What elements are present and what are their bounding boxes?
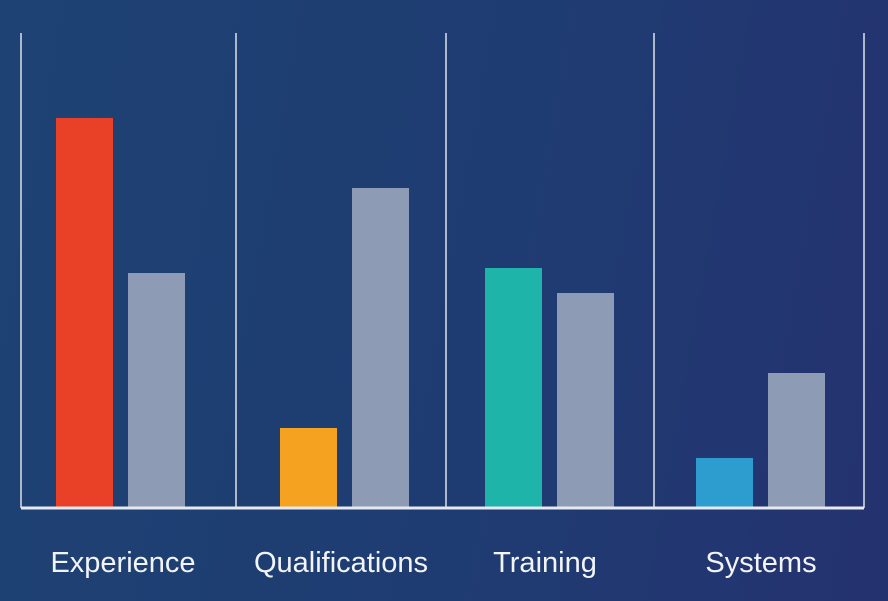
category-dividers bbox=[20, 33, 865, 508]
x-tick-labels: Experience Qualifications Training Syste… bbox=[50, 547, 816, 579]
bar-training-series-2 bbox=[557, 293, 614, 508]
bars bbox=[56, 118, 825, 508]
x-tick-label-qualifications: Qualifications bbox=[254, 547, 428, 579]
bar-experience-series-1 bbox=[56, 118, 113, 508]
x-tick-label-systems: Systems bbox=[705, 547, 816, 579]
bar-qualifications-series-2 bbox=[352, 188, 409, 508]
bar-experience-series-2 bbox=[128, 273, 185, 508]
bar-systems-series-1 bbox=[696, 458, 753, 508]
bar-training-series-1 bbox=[485, 268, 542, 508]
x-tick-label-experience: Experience bbox=[50, 547, 195, 579]
x-tick-label-training: Training bbox=[493, 547, 597, 579]
bar-systems-series-2 bbox=[768, 373, 825, 508]
bar-qualifications-series-1 bbox=[280, 428, 337, 508]
